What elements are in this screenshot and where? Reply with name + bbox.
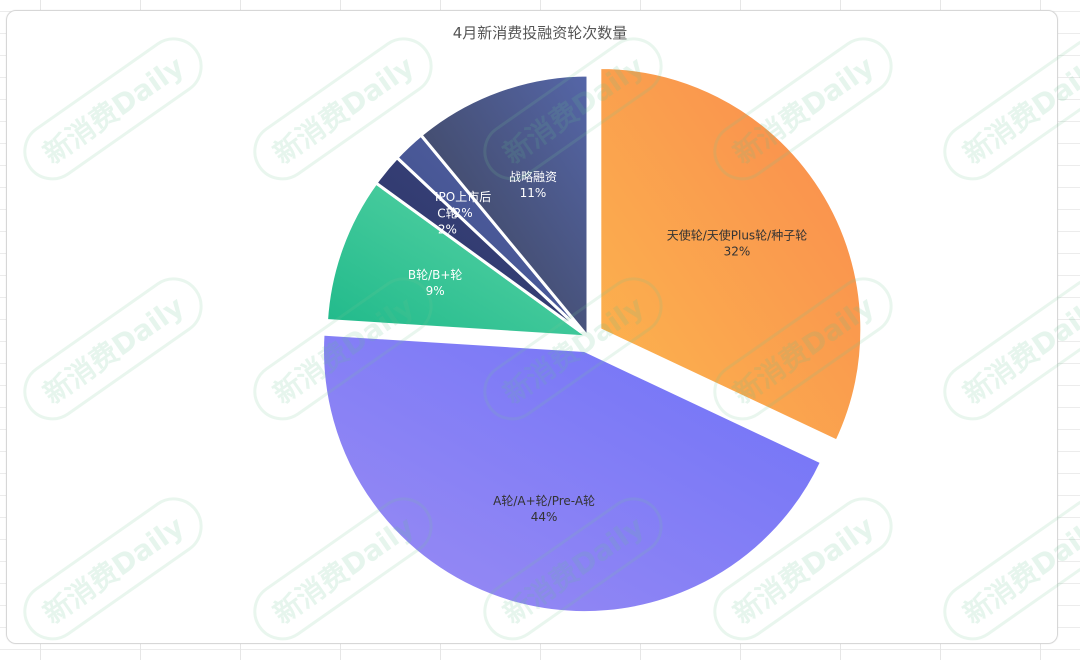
pie-slice[interactable]	[598, 65, 864, 444]
slice-percent-label: 2%	[454, 206, 473, 220]
pie-slice[interactable]	[321, 332, 824, 615]
chart-title: 4月新消费投融资轮次数量	[452, 24, 628, 42]
slice-percent-label: 2%	[438, 223, 457, 237]
slices-layer	[321, 65, 864, 615]
slice-percent-label: 11%	[520, 186, 547, 200]
slice-percent-label: 32%	[724, 244, 751, 258]
slice-label: 战略融资	[509, 169, 557, 184]
pie-slice[interactable]	[324, 180, 594, 339]
slice-percent-label: 9%	[426, 284, 445, 298]
labels-layer: 天使轮/天使Plus轮/种子轮 32% A轮/A+轮/Pre-A轮 44% B轮/B+轮…	[408, 169, 807, 524]
slice-label: C轮	[437, 207, 457, 221]
slice-label: A轮/A+轮/Pre-A轮	[493, 494, 595, 508]
pie-slice[interactable]	[418, 73, 590, 342]
slice-label: IPO上市后	[435, 189, 491, 204]
slice-label: 天使轮/天使Plus轮/种子轮	[667, 227, 808, 242]
slice-label: B轮/B+轮	[408, 268, 463, 282]
slice-percent-label: 44%	[531, 510, 558, 524]
